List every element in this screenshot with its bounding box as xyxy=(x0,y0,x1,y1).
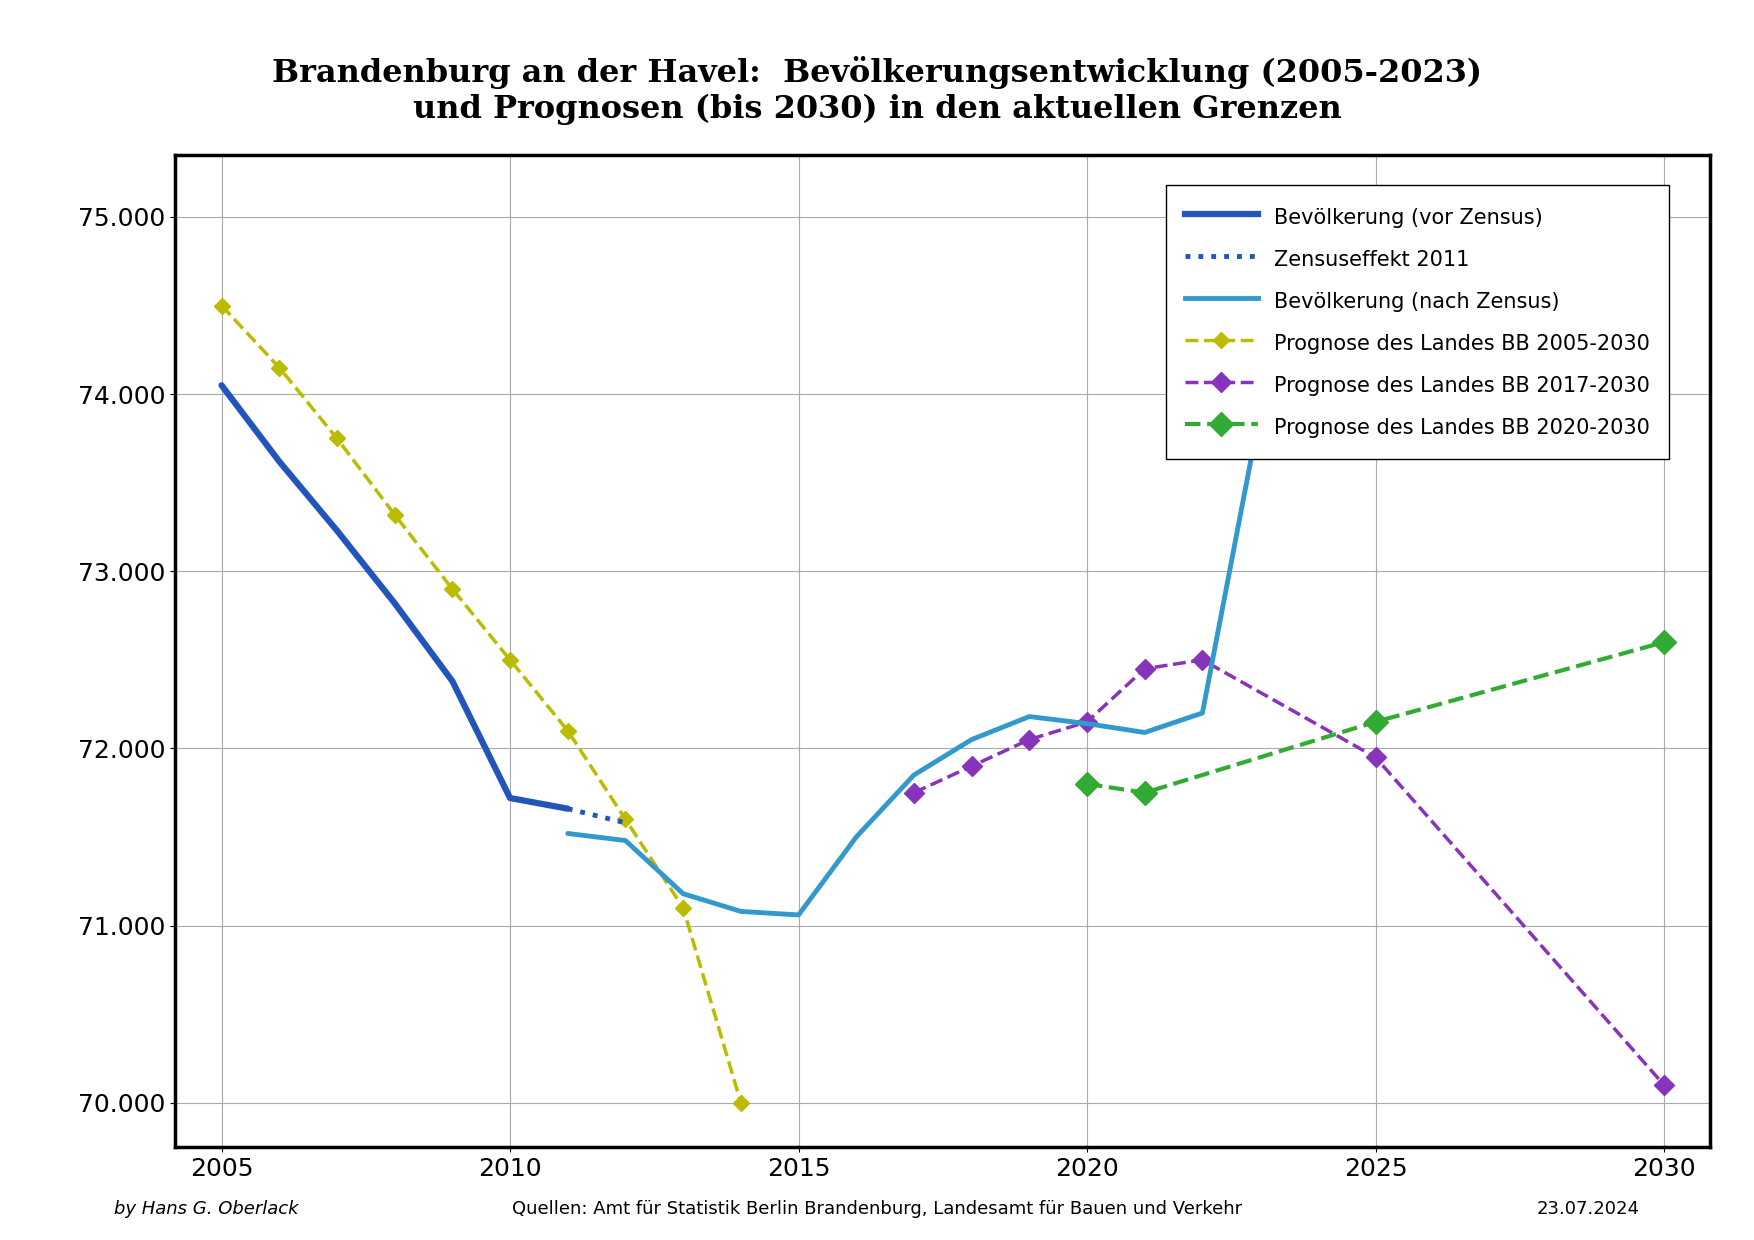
Text: Brandenburg an der Havel:  Bevölkerungsentwicklung (2005-2023)
und Prognosen (bi: Brandenburg an der Havel: Bevölkerungsen… xyxy=(272,56,1482,125)
Legend: Bevölkerung (vor Zensus), Zensuseffekt 2011, Bevölkerung (nach Zensus), Prognose: Bevölkerung (vor Zensus), Zensuseffekt 2… xyxy=(1166,185,1670,459)
Text: Quellen: Amt für Statistik Berlin Brandenburg, Landesamt für Bauen und Verkehr: Quellen: Amt für Statistik Berlin Brande… xyxy=(512,1199,1242,1218)
Text: 23.07.2024: 23.07.2024 xyxy=(1537,1199,1640,1218)
Text: by Hans G. Oberlack: by Hans G. Oberlack xyxy=(114,1199,298,1218)
